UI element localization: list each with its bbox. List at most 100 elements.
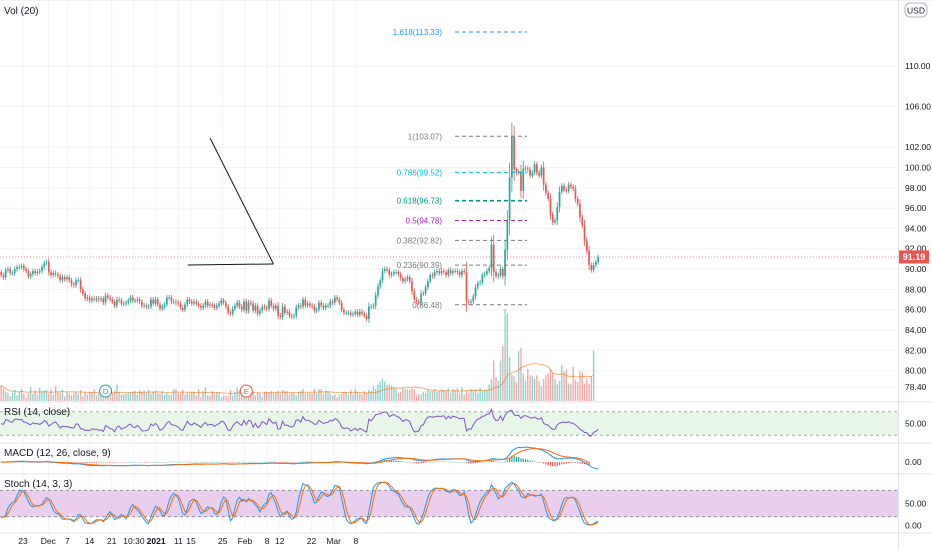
- candle-body: [590, 264, 593, 271]
- macd-histogram-bar: [518, 457, 520, 463]
- macd-histogram-bar: [295, 462, 297, 463]
- macd-histogram-bar: [95, 462, 98, 463]
- volume-bar: [111, 393, 114, 401]
- volume-bar: [474, 389, 477, 401]
- fib-level-label: 0.618(96.73): [397, 197, 443, 206]
- macd-histogram-bar: [300, 461, 302, 463]
- macd-histogram-bar: [270, 461, 272, 463]
- volume-bar: [520, 347, 522, 401]
- volume-bar: [468, 392, 470, 401]
- macd-histogram-bar: [104, 462, 107, 463]
- macd-histogram-bar: [465, 462, 468, 463]
- candle-body: [102, 298, 105, 303]
- candle-body: [318, 302, 320, 310]
- candle-body: [347, 312, 350, 314]
- volume-bar: [477, 392, 479, 401]
- macd-histogram-bar: [134, 461, 136, 463]
- candle-body: [295, 307, 298, 316]
- macd-histogram-bar: [361, 462, 363, 463]
- macd-histogram-bar: [168, 461, 170, 463]
- candle-body: [4, 270, 7, 278]
- macd-histogram-bar: [166, 461, 168, 463]
- macd-histogram-bar: [484, 461, 486, 463]
- macd-histogram-bar: [297, 461, 300, 463]
- volume-bar: [197, 389, 200, 401]
- candle-body: [268, 300, 270, 309]
- macd-indicator-label[interactable]: MACD (12, 26, close, 9): [4, 448, 111, 459]
- time-axis-tick: 2021: [147, 536, 166, 546]
- macd-histogram-bar: [443, 461, 445, 463]
- candle-body: [504, 249, 506, 277]
- candle-body: [34, 271, 37, 274]
- candle-body: [365, 315, 368, 319]
- volume-bar: [338, 394, 341, 401]
- candle-body: [560, 185, 563, 192]
- candle-body: [168, 297, 170, 299]
- candle-body: [463, 271, 466, 273]
- candle-body: [388, 270, 391, 276]
- volume-bar: [529, 375, 531, 401]
- volume-bar: [138, 389, 141, 401]
- volume-bar: [145, 392, 148, 401]
- macd-histogram-bar: [397, 460, 399, 463]
- candle-body: [109, 297, 111, 300]
- candle-body: [211, 304, 214, 306]
- candle-body: [159, 304, 161, 309]
- macd-histogram-bar: [486, 461, 488, 463]
- macd-histogram-bar: [254, 461, 256, 463]
- macd-histogram-bar: [547, 462, 549, 465]
- volume-bar: [284, 390, 286, 401]
- candle-body: [61, 277, 64, 281]
- macd-histogram-bar: [129, 461, 132, 463]
- macd-axis-tick: 0.00: [905, 457, 922, 467]
- candle-body: [551, 214, 554, 223]
- candle-body: [70, 280, 73, 285]
- volume-bar: [415, 394, 418, 401]
- macd-histogram-bar: [163, 462, 166, 463]
- candle-body: [536, 164, 538, 173]
- volume-bar: [23, 393, 25, 401]
- volume-bar: [581, 372, 583, 401]
- volume-indicator-label[interactable]: Vol (20): [4, 6, 38, 17]
- candle-body: [327, 305, 329, 307]
- volume-bar: [166, 392, 168, 401]
- candle-body: [38, 271, 41, 273]
- volume-bar: [132, 391, 134, 401]
- candle-body: [197, 303, 200, 306]
- stoch-indicator-label[interactable]: Stoch (14, 3, 3): [4, 479, 72, 490]
- candle-body: [302, 299, 304, 307]
- volume-bar: [14, 389, 16, 401]
- volume-bar: [179, 393, 182, 401]
- candle-body: [32, 271, 34, 275]
- volume-bar: [522, 373, 524, 401]
- candle-body: [361, 311, 363, 314]
- candle-body: [470, 301, 472, 303]
- macd-histogram-bar: [84, 462, 86, 463]
- candle-body: [431, 275, 434, 277]
- rsi-line: [0, 408, 599, 437]
- volume-bar: [418, 393, 420, 401]
- volume-bar: [352, 394, 354, 401]
- macd-histogram-bar: [513, 456, 515, 463]
- macd-histogram-bar: [75, 462, 77, 463]
- rsi-indicator-label[interactable]: RSI (14, close): [4, 407, 70, 418]
- macd-histogram-bar: [268, 461, 270, 463]
- candle-body: [522, 168, 525, 191]
- volume-bar: [395, 389, 397, 401]
- candle-body: [286, 311, 289, 313]
- macd-histogram-bar: [227, 462, 229, 463]
- candle-body: [284, 306, 286, 313]
- candle-body: [377, 286, 379, 296]
- candle-body: [165, 297, 168, 305]
- volume-bar: [420, 394, 422, 401]
- currency-badge[interactable]: USD: [904, 2, 928, 18]
- volume-bar: [218, 392, 220, 401]
- candle-body: [116, 299, 118, 306]
- volume-bar: [315, 393, 318, 401]
- candle-body: [218, 303, 220, 306]
- candle-body: [290, 315, 293, 317]
- macd-histogram-bar: [531, 461, 533, 463]
- macd-histogram-bar: [161, 462, 163, 463]
- macd-histogram-bar: [73, 462, 75, 463]
- volume-bar: [443, 389, 445, 401]
